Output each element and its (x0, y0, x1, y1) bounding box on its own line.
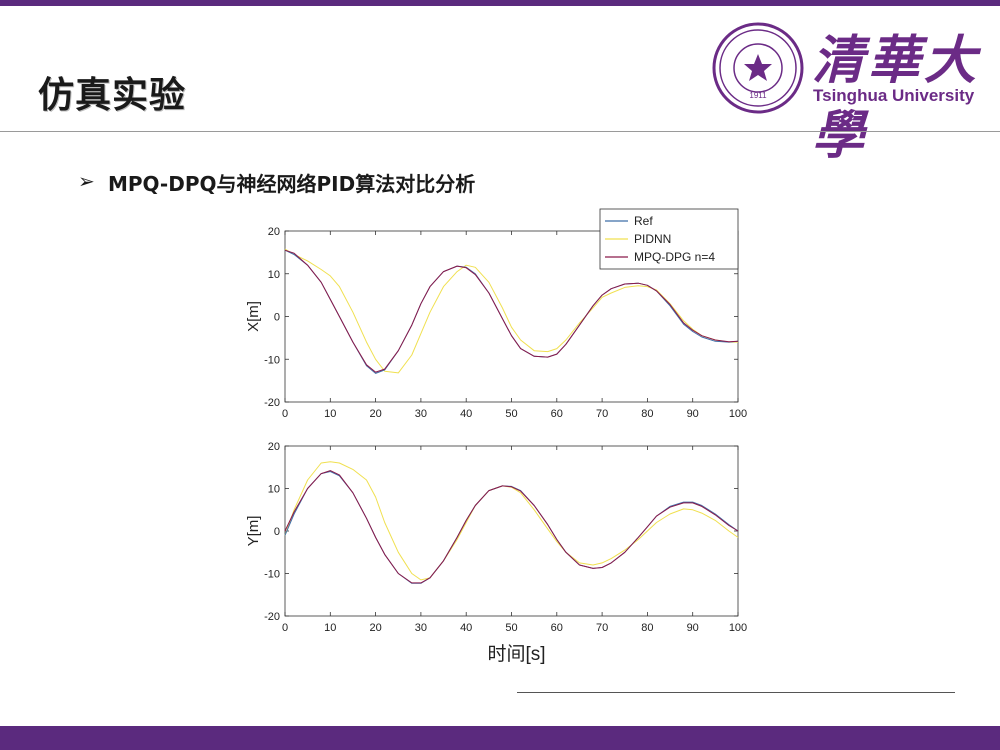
university-name-chinese: 清華大學 (812, 30, 981, 166)
x-tick-label: 40 (460, 622, 472, 634)
x-tick-label: 30 (415, 622, 427, 634)
university-name-english: Tsinghua University (813, 86, 975, 105)
x-tick-label: 50 (505, 408, 517, 420)
x-tick-label: 10 (324, 408, 336, 420)
x-tick-label: 90 (687, 408, 699, 420)
y-axis-label: X[m] (245, 301, 262, 332)
comparison-charts: 0 10 20 30 40 50 60 70 80 90 10020100-10-20X[m]Ref… (245, 208, 747, 665)
legend: Ref PIDNN MPQ-DPG n=4 (599, 208, 739, 270)
x-tick-label: 60 (551, 408, 563, 420)
x-tick-label: 10 (324, 622, 336, 634)
y-axis-label: Y[m] (245, 516, 262, 547)
x-tick-label: 90 (687, 622, 699, 634)
x-tick-label: 20 (369, 622, 381, 634)
x-tick-label: 80 (641, 622, 653, 634)
y-tick-label: 20 (268, 441, 280, 453)
bullet-heading: MPQ-DPQ与神经网络PID算法对比分析 (108, 172, 476, 196)
x-tick-label: 80 (641, 408, 653, 420)
page-title: 仿真实验 (38, 75, 187, 116)
y-tick-label: -10 (264, 354, 280, 366)
bullet-marker: ➢ (78, 169, 95, 193)
x-tick-label: 40 (460, 408, 472, 420)
y-tick-label: 20 (268, 226, 280, 238)
chart-panel-1: 0 10 20 30 40 50 60 70 80 90 10020100-10-20X[m]Ref… (245, 208, 747, 420)
legend-label: PIDNN (634, 232, 671, 246)
university-seal-logo: 1911 (712, 22, 804, 114)
x-axis-label: 时间[s] (487, 643, 545, 665)
y-tick-label: 10 (268, 484, 280, 496)
y-tick-label: -20 (264, 611, 280, 623)
y-tick-label: -10 (264, 569, 280, 581)
chart-panel-2: 0 10 20 30 40 50 60 70 80 90 10020100-10-20Y[m]时间[… (245, 441, 747, 665)
series-line-mpq-dpg-n-4 (284, 249, 739, 373)
series-line-mpq-dpg-n-4 (284, 470, 739, 584)
header-divider (0, 131, 1000, 132)
x-tick-label: 100 (729, 408, 747, 420)
y-tick-label: 10 (268, 269, 280, 281)
plot-area (284, 445, 739, 617)
y-tick-label: 0 (274, 526, 280, 538)
legend-label: Ref (634, 214, 653, 228)
legend-label: MPQ-DPG n=4 (634, 250, 715, 264)
x-tick-label: 60 (551, 622, 563, 634)
svg-text:1911: 1911 (749, 91, 767, 100)
bottom-accent-band (0, 726, 1000, 750)
y-tick-label: 0 (274, 312, 280, 324)
x-tick-label: 100 (729, 622, 747, 634)
series-line-pidnn (284, 248, 738, 374)
x-tick-label: 70 (596, 408, 608, 420)
x-tick-label: 20 (369, 408, 381, 420)
x-tick-label: 50 (505, 622, 517, 634)
x-tick-label: 0 (282, 622, 288, 634)
x-tick-label: 0 (282, 408, 288, 420)
x-tick-label: 70 (596, 622, 608, 634)
footer-divider (517, 692, 955, 693)
top-accent-band (0, 0, 1000, 6)
y-tick-label: -20 (264, 397, 280, 409)
x-tick-label: 30 (415, 408, 427, 420)
